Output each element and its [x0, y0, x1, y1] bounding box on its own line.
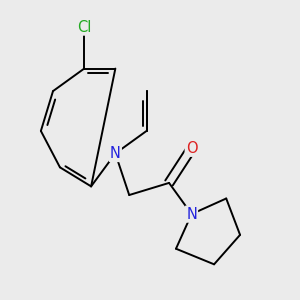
Text: N: N — [186, 207, 197, 222]
Text: N: N — [110, 146, 121, 161]
Text: Cl: Cl — [77, 20, 92, 34]
Text: O: O — [186, 141, 197, 156]
